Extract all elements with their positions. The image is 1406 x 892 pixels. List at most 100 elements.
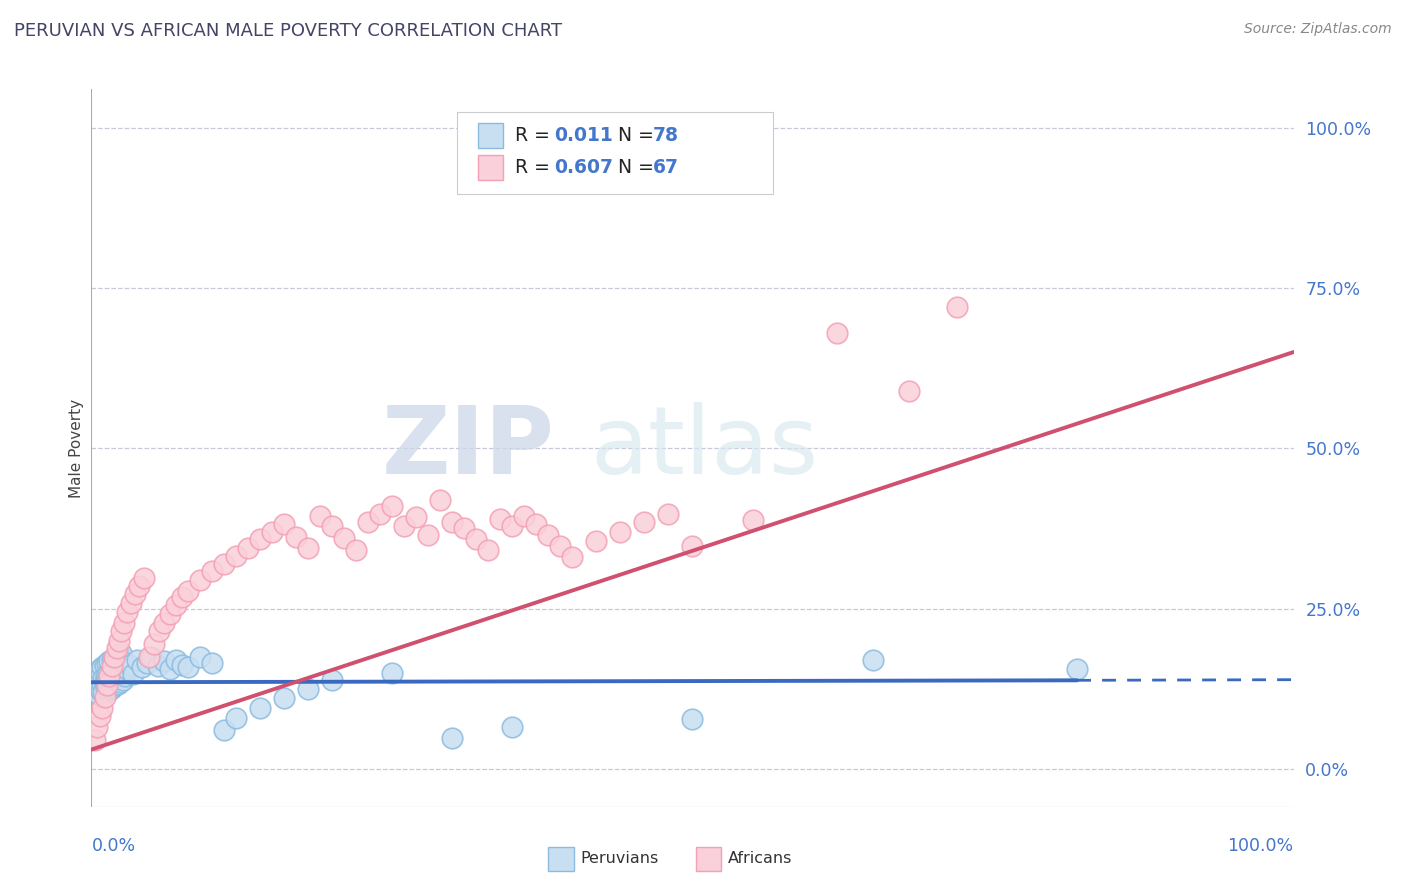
Point bbox=[159, 607, 181, 621]
Point bbox=[101, 672, 124, 686]
Point bbox=[344, 542, 367, 557]
Text: ZIP: ZIP bbox=[381, 402, 554, 494]
Text: Africans: Africans bbox=[728, 851, 793, 865]
Point bbox=[86, 720, 108, 734]
Text: R =: R = bbox=[515, 126, 555, 145]
Point bbox=[524, 516, 547, 531]
Point bbox=[201, 656, 224, 670]
Point bbox=[333, 531, 356, 545]
Point bbox=[84, 685, 107, 699]
Text: 78: 78 bbox=[652, 126, 678, 145]
Point bbox=[91, 677, 114, 691]
Point bbox=[96, 678, 118, 692]
Text: atlas: atlas bbox=[591, 402, 818, 494]
Point bbox=[357, 515, 380, 529]
Point bbox=[105, 641, 128, 656]
Point bbox=[273, 516, 295, 531]
Point bbox=[138, 649, 160, 664]
Point bbox=[89, 662, 111, 676]
Point bbox=[120, 596, 142, 610]
Point bbox=[84, 686, 107, 700]
Point bbox=[416, 528, 439, 542]
Point bbox=[165, 599, 187, 613]
Y-axis label: Male Poverty: Male Poverty bbox=[69, 399, 84, 498]
Point bbox=[107, 659, 129, 673]
Point bbox=[108, 648, 131, 662]
Point bbox=[134, 571, 156, 585]
Point bbox=[453, 521, 475, 535]
Point bbox=[91, 660, 114, 674]
Point bbox=[87, 688, 110, 702]
Point bbox=[141, 649, 163, 664]
Point bbox=[103, 670, 125, 684]
Point bbox=[188, 573, 211, 587]
Point bbox=[148, 624, 170, 638]
Text: 0.0%: 0.0% bbox=[91, 837, 135, 855]
Point bbox=[142, 637, 165, 651]
Text: 67: 67 bbox=[652, 158, 678, 178]
Point bbox=[101, 659, 124, 673]
Point bbox=[100, 665, 122, 679]
Point bbox=[103, 651, 125, 665]
Point bbox=[112, 662, 135, 676]
Text: N =: N = bbox=[606, 158, 659, 178]
Point bbox=[440, 515, 463, 529]
Point bbox=[114, 669, 136, 683]
Point bbox=[104, 660, 127, 674]
Point bbox=[862, 653, 884, 667]
Point bbox=[501, 720, 523, 734]
Point bbox=[308, 508, 330, 523]
Point bbox=[225, 549, 247, 563]
Point bbox=[249, 701, 271, 715]
Point bbox=[381, 665, 404, 680]
Point bbox=[86, 665, 108, 680]
Text: Peruvians: Peruvians bbox=[581, 851, 659, 865]
Point bbox=[118, 657, 141, 672]
Point bbox=[273, 691, 295, 706]
Point bbox=[84, 672, 107, 686]
Point bbox=[103, 649, 125, 664]
Point bbox=[297, 681, 319, 696]
Point bbox=[297, 541, 319, 555]
Point bbox=[176, 583, 198, 598]
Point bbox=[159, 662, 181, 676]
Point bbox=[91, 701, 114, 715]
Point bbox=[87, 675, 110, 690]
Point bbox=[321, 673, 343, 688]
Point bbox=[112, 615, 135, 630]
Text: R =: R = bbox=[515, 158, 555, 178]
Point bbox=[98, 676, 121, 690]
Point bbox=[97, 666, 120, 681]
Point bbox=[477, 542, 499, 557]
Point bbox=[465, 533, 488, 547]
Point bbox=[548, 539, 571, 553]
Point bbox=[609, 524, 631, 539]
Point bbox=[368, 507, 391, 521]
Point bbox=[101, 653, 124, 667]
Text: N =: N = bbox=[606, 126, 659, 145]
Point bbox=[104, 678, 127, 692]
Point bbox=[201, 565, 224, 579]
Point bbox=[101, 680, 124, 694]
Point bbox=[96, 656, 118, 670]
Point bbox=[90, 667, 112, 681]
Point bbox=[249, 533, 271, 547]
Point bbox=[946, 300, 969, 314]
Point bbox=[86, 681, 108, 696]
Point bbox=[381, 499, 404, 513]
Point bbox=[429, 492, 451, 507]
Point bbox=[93, 690, 115, 704]
Point bbox=[124, 587, 146, 601]
Point bbox=[176, 660, 198, 674]
Point bbox=[440, 731, 463, 745]
Point bbox=[1066, 662, 1088, 676]
Point bbox=[825, 326, 848, 340]
Point bbox=[405, 510, 427, 524]
Point bbox=[110, 674, 132, 689]
Point bbox=[110, 624, 132, 638]
Point bbox=[513, 508, 536, 523]
Point bbox=[84, 733, 107, 747]
Point bbox=[94, 669, 117, 683]
Point bbox=[122, 667, 145, 681]
Point bbox=[117, 605, 139, 619]
